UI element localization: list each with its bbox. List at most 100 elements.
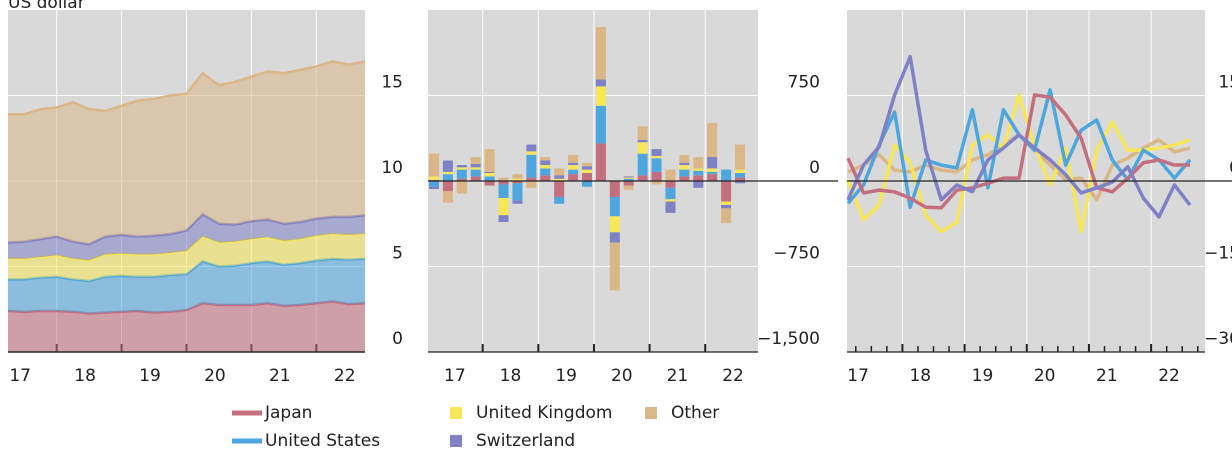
bar [721, 201, 732, 205]
bar [734, 177, 746, 181]
bar [665, 201, 676, 213]
area-band [8, 258, 365, 314]
bar [679, 154, 690, 163]
bar [651, 155, 662, 159]
bar [512, 174, 523, 179]
bar [651, 181, 662, 185]
bar [540, 157, 551, 161]
bar [470, 163, 481, 168]
bar [734, 173, 746, 178]
bar [609, 232, 620, 243]
y-tick-label: 0 [392, 329, 403, 349]
x-tick-label: 22 [334, 366, 356, 386]
bar [568, 169, 579, 175]
y-tick-label: −30 [1204, 329, 1232, 349]
bar [554, 168, 565, 176]
bar [734, 181, 746, 184]
bar [707, 122, 718, 158]
bar [581, 162, 593, 167]
bar [554, 196, 565, 204]
bar [456, 167, 467, 170]
bar [568, 162, 579, 166]
bar [498, 198, 509, 216]
legend-label: Other [671, 403, 719, 423]
area-line [8, 60, 366, 116]
bar [540, 160, 551, 166]
bar [609, 216, 620, 233]
bar [484, 149, 495, 172]
bar [456, 181, 467, 194]
legend-label: United States [265, 431, 380, 451]
y-tick-label: 10 [381, 158, 403, 178]
bar [595, 143, 606, 181]
x-tick-label: 21 [269, 366, 291, 386]
bar [693, 181, 704, 188]
bar [498, 215, 509, 223]
bar [651, 158, 662, 172]
bar [512, 181, 523, 184]
area-band [8, 214, 365, 261]
bar [609, 196, 620, 217]
bar [734, 144, 746, 170]
bar [484, 176, 495, 181]
bar [651, 149, 662, 156]
bar [498, 181, 509, 185]
bar [456, 165, 467, 168]
bar [637, 153, 648, 176]
bar [526, 144, 537, 152]
bar [554, 175, 565, 179]
bar [428, 176, 440, 180]
legend-swatch [450, 435, 462, 447]
x-tick-label: 22 [722, 366, 744, 386]
bar [693, 168, 704, 171]
x-tick-label: 22 [1158, 366, 1180, 386]
bar [665, 199, 676, 202]
bar [665, 187, 676, 200]
legend-label: Switzerland [476, 431, 575, 451]
bar [623, 176, 634, 178]
bar [637, 126, 648, 140]
bar [637, 142, 648, 154]
bar [693, 170, 704, 176]
bar [665, 181, 676, 188]
bar [707, 168, 718, 172]
bar [428, 181, 440, 187]
line [846, 93, 1190, 210]
x-tick-label: 19 [139, 366, 161, 386]
x-tick-label: 17 [444, 366, 466, 386]
bar [665, 169, 676, 181]
x-tick-label: 19 [555, 366, 577, 386]
y-tick-label: 0 [1229, 158, 1232, 178]
bar [595, 79, 606, 87]
bar [456, 178, 467, 181]
x-tick-label: 18 [500, 366, 522, 386]
line [846, 93, 1191, 234]
bar [651, 171, 662, 181]
bar [707, 174, 718, 181]
bar [512, 200, 523, 204]
bar [623, 181, 634, 186]
bar [568, 165, 579, 170]
bar [554, 181, 565, 197]
legend-label: United Kingdom [476, 403, 612, 423]
x-tick-label: 18 [909, 366, 931, 386]
bar [721, 169, 732, 181]
bar [568, 154, 579, 163]
legend-swatch [645, 407, 657, 419]
bar [484, 181, 495, 186]
legend-swatch [450, 407, 462, 419]
x-tick-label: 21 [667, 366, 689, 386]
area-band [8, 234, 365, 282]
bar [526, 181, 537, 188]
bar [595, 86, 606, 106]
bar [595, 27, 606, 80]
bar [581, 181, 593, 187]
bar [442, 160, 453, 172]
bar [512, 178, 523, 181]
y-tick-label: 5 [392, 244, 403, 264]
x-tick-label: 17 [847, 366, 869, 386]
bar [568, 174, 579, 181]
bar [679, 162, 690, 166]
y-axis-unit: US dollar [8, 0, 85, 13]
